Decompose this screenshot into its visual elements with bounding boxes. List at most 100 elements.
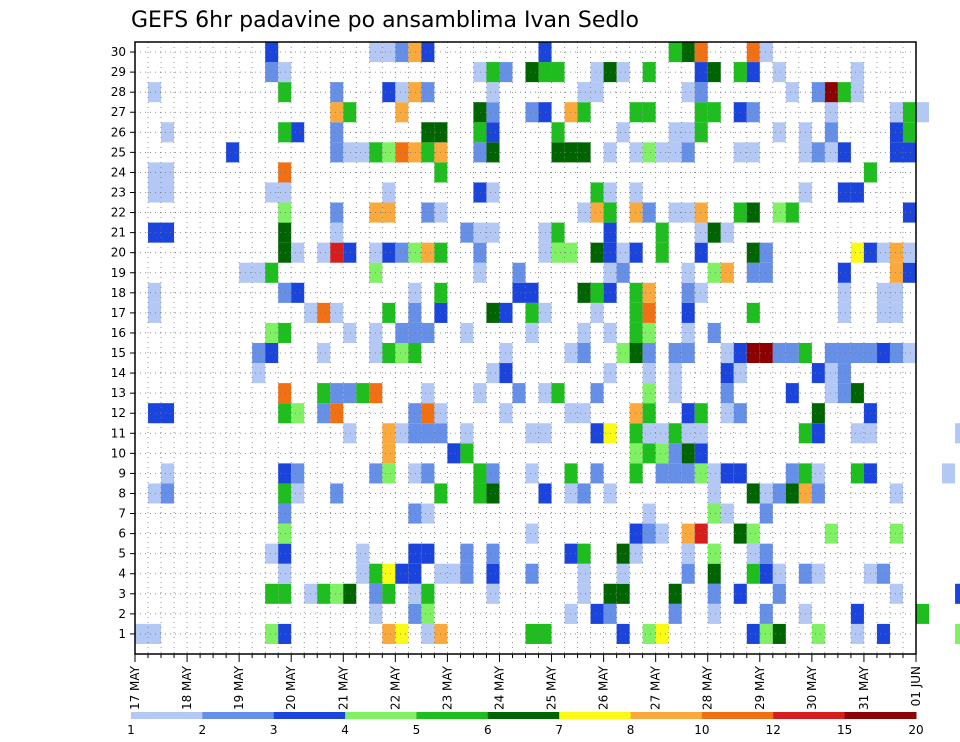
colorbar-label: 15 [837,723,852,737]
heatmap-cell [564,142,578,163]
heatmap-cell [148,162,162,183]
heatmap-cell [577,543,591,564]
heatmap-cell [629,142,643,163]
heatmap-cell [824,363,838,384]
heatmap-cell [811,463,825,484]
x-tick-label: 27 MAY [649,665,663,710]
heatmap-cell [720,403,734,424]
x-tick-label: 28 MAY [701,665,715,710]
heatmap-cell [824,122,838,143]
heatmap-cell [694,42,708,63]
heatmap-cell [486,543,500,564]
heatmap-cell [278,383,292,404]
heatmap-cell [356,142,370,163]
heatmap-cell [473,122,487,143]
y-tick-label: 16 [111,326,126,340]
heatmap-cell [707,102,721,123]
heatmap-cell [512,383,526,404]
heatmap-cell [655,242,669,263]
heatmap-cell [265,322,279,343]
x-tick-label: 21 MAY [336,665,350,710]
heatmap-cell [707,262,721,283]
heatmap-cell [278,563,292,584]
heatmap-cell [408,142,422,163]
heatmap-cell [330,302,344,323]
heatmap-cell [694,523,708,544]
y-tick-label: 5 [118,547,126,561]
heatmap-cell [720,383,734,404]
heatmap-cell [265,543,279,564]
heatmap-cell [590,242,604,263]
heatmap-cell [785,463,799,484]
heatmap-cell [291,242,305,263]
y-tick-label: 8 [118,486,126,500]
heatmap-cell [343,142,357,163]
heatmap-cell [473,142,487,163]
heatmap-cell [382,563,396,584]
heatmap-cell [629,202,643,223]
heatmap-cell [330,403,344,424]
heatmap-cell [317,583,331,604]
heatmap-cell [252,363,266,384]
heatmap-cell [343,423,357,444]
colorbar-label: 8 [627,723,635,737]
heatmap-cell [629,302,643,323]
heatmap-cell [382,42,396,63]
heatmap-cell [382,202,396,223]
heatmap-cell [746,242,760,263]
heatmap-cell [850,62,864,83]
heatmap-cell [577,403,591,424]
heatmap-cell [421,42,435,63]
heatmap-cell [577,483,591,504]
heatmap-cell [382,182,396,203]
heatmap-cell [837,342,851,364]
heatmap-cell [629,423,643,444]
heatmap-cell [317,342,331,364]
heatmap-cell [759,543,773,564]
heatmap-cell [772,122,786,143]
heatmap-cell [889,342,903,364]
heatmap-cell [447,563,461,584]
heatmap-cell [525,282,539,303]
heatmap-cell [330,82,344,103]
heatmap-cell [278,182,292,203]
heatmap-cell [421,463,435,484]
heatmap-cell [642,383,656,404]
heatmap-cell [343,242,357,263]
heatmap-cell [746,342,760,364]
heatmap-cell [330,583,344,604]
heatmap-cell [265,62,279,83]
heatmap-cell [876,563,890,584]
heatmap-cell [616,62,630,83]
heatmap-cell [382,463,396,484]
heatmap-cell [330,222,344,243]
heatmap-cell [356,383,370,404]
heatmap-cell [486,102,500,123]
heatmap-cell [473,182,487,203]
heatmap-cell [942,463,956,484]
heatmap-cell [850,182,864,203]
colorbar-label: 4 [341,723,349,737]
heatmap-cell [408,463,422,484]
heatmap-cell [408,583,422,604]
heatmap-cell [577,142,591,163]
heatmap-cell [421,503,435,524]
y-tick-label: 14 [111,366,126,380]
y-tick-label: 28 [111,85,126,99]
heatmap-cell [382,302,396,323]
heatmap-cell [278,62,292,83]
heatmap-cell [382,82,396,103]
heatmap-cell [408,543,422,564]
heatmap-cell [694,222,708,243]
heatmap-cell [460,563,474,584]
heatmap-cell [460,543,474,564]
heatmap-cell [681,42,695,63]
heatmap-cell [161,483,175,504]
heatmap-cell [889,142,903,163]
heatmap-cell [642,142,656,163]
heatmap-cell [161,222,175,243]
y-tick-label: 25 [111,145,126,159]
heatmap-cell [343,583,357,604]
heatmap-cell [616,242,630,263]
heatmap-cell [148,403,162,424]
